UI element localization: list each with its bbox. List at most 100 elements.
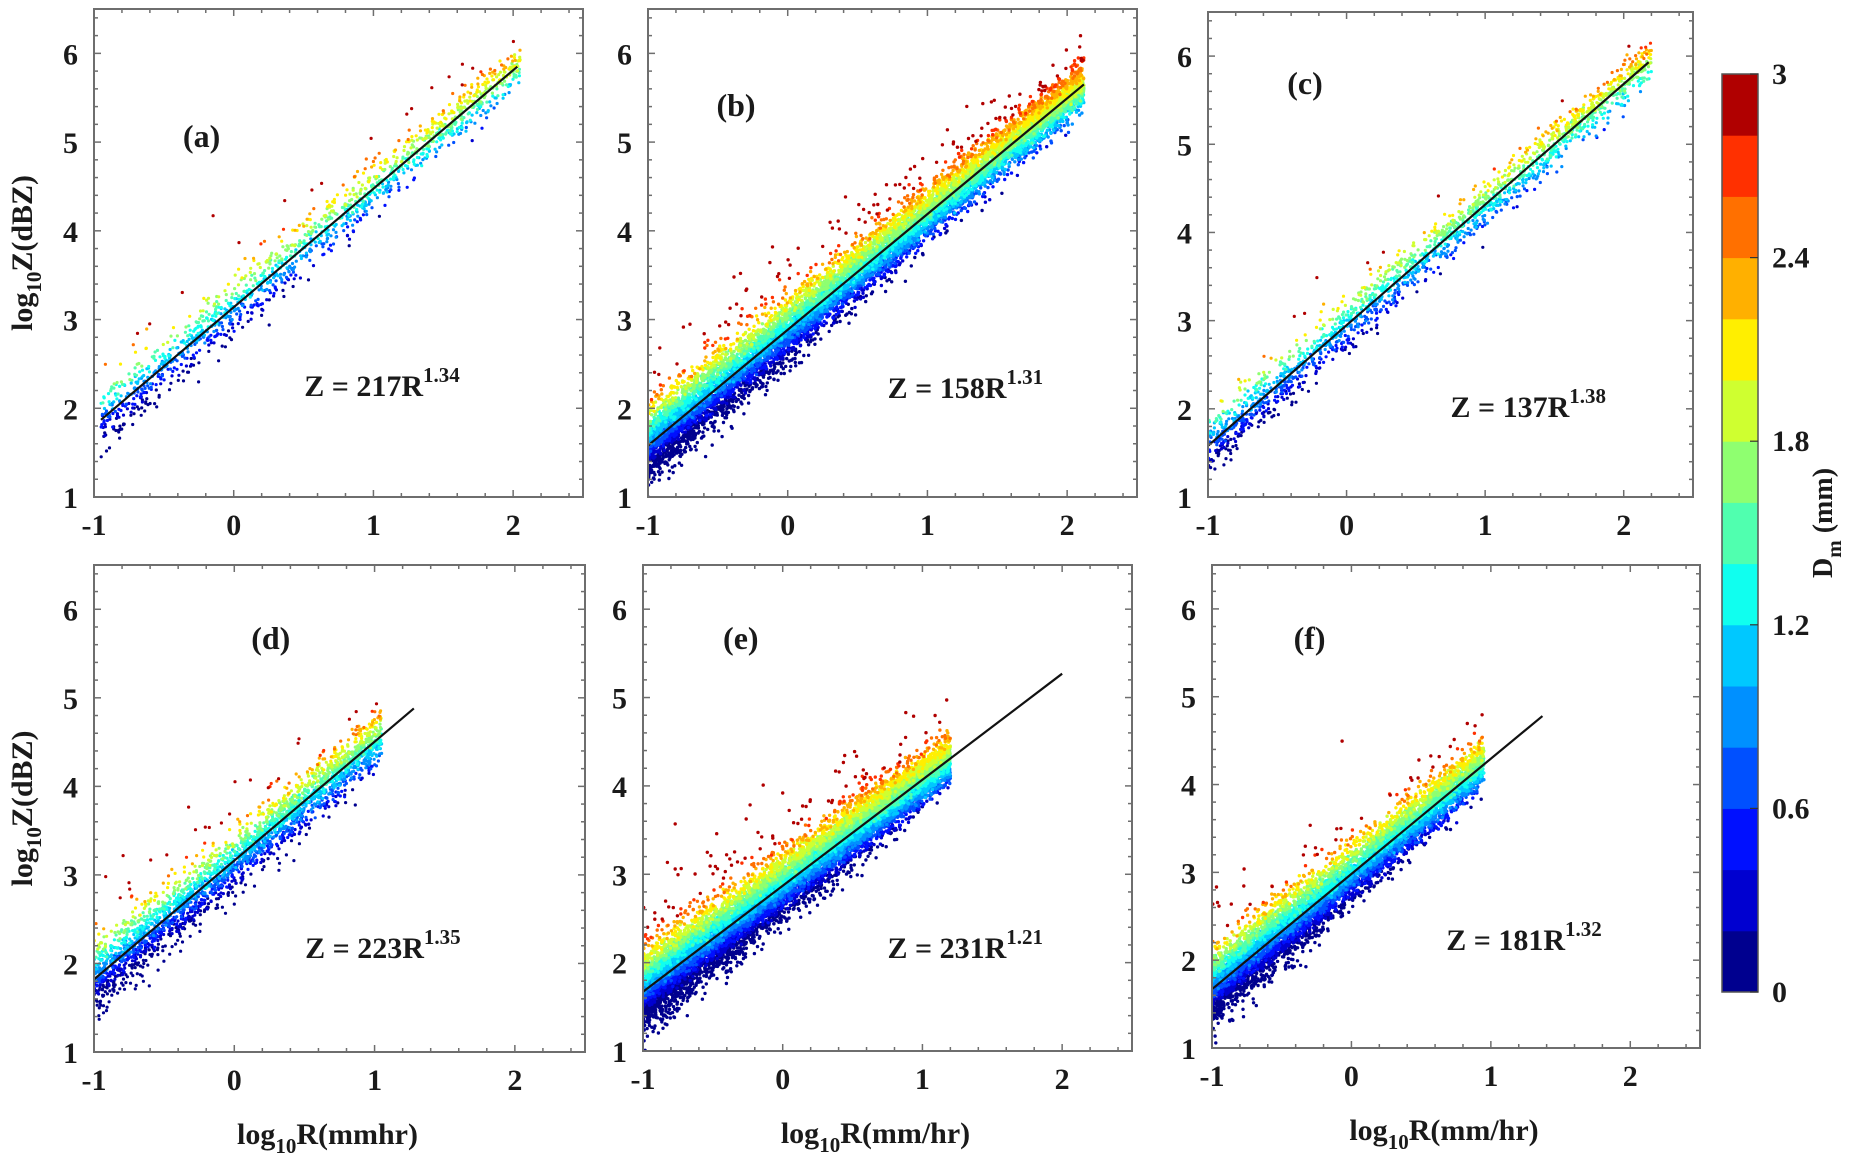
scatter-point (329, 249, 333, 253)
scatter-point (291, 228, 295, 232)
scatter-point (301, 254, 305, 258)
scatter-point (722, 391, 727, 395)
scatter-point (311, 228, 315, 233)
scatter-point (133, 386, 137, 390)
scatter-point (113, 409, 117, 413)
scatter-point (415, 138, 419, 142)
scatter-point (235, 312, 239, 316)
scatter-point (868, 278, 872, 282)
scatter-point (217, 295, 221, 299)
scatter-point (502, 70, 506, 74)
scatter-point (683, 418, 687, 423)
scatter-point (825, 315, 829, 319)
fit-equation: Z = 217R1.34 (304, 363, 460, 403)
scatter-point (348, 192, 352, 196)
scatter-point (284, 275, 289, 279)
scatter-point (206, 301, 210, 305)
scatter-point (754, 382, 758, 387)
scatter-point (349, 203, 353, 207)
scatter-point (1003, 177, 1007, 182)
scatter-point (789, 346, 793, 350)
scatter-point (167, 388, 172, 392)
scatter-point (690, 415, 694, 420)
scatter-point (948, 209, 953, 214)
scatter-point (277, 235, 281, 239)
scatter-point (111, 425, 115, 429)
scatter-point (671, 470, 675, 475)
scatter-point (796, 332, 800, 336)
scatter-point (140, 387, 144, 391)
scatter-point (233, 273, 237, 277)
scatter-point (827, 329, 831, 334)
scatter-point (722, 404, 726, 408)
scatter-point (762, 365, 766, 369)
scatter-point (185, 339, 189, 344)
scatter-point (263, 274, 267, 279)
scatter-point (693, 444, 697, 449)
scatter-point (878, 268, 882, 272)
scatter-point (890, 280, 894, 284)
scatter-point (855, 297, 859, 301)
scatter-point (435, 126, 439, 130)
scatter-point (314, 230, 318, 234)
scatter-point (265, 298, 269, 302)
scatter-point (266, 280, 270, 284)
scatter-point (755, 364, 760, 369)
scatter-point (839, 309, 844, 313)
scatter-point (806, 326, 810, 330)
scatter-point (648, 466, 652, 470)
scatter-point (127, 372, 131, 376)
scatter-point (712, 425, 716, 429)
scatter-point (741, 381, 745, 385)
scatter-point (209, 338, 213, 342)
scatter-point (518, 55, 522, 59)
scatter-point (397, 185, 401, 189)
scatter-point (825, 305, 829, 309)
scatter-point (397, 169, 401, 173)
scatter-point (407, 160, 411, 165)
scatter-point (143, 409, 147, 413)
scatter-point (1023, 156, 1027, 160)
x-tick-label: 1 (366, 509, 381, 542)
scatter-point (1019, 157, 1023, 161)
scatter-point (249, 266, 253, 270)
scatter-point (783, 341, 787, 345)
scatter-point (435, 150, 439, 154)
scatter-point (662, 448, 666, 452)
scatter-point (161, 354, 166, 358)
scatter-point (215, 312, 219, 316)
scatter-point (332, 200, 336, 204)
scatter-point (485, 100, 489, 104)
scatter-point (328, 243, 333, 247)
scatter-point (325, 237, 329, 241)
scatter-point (695, 440, 699, 445)
scatter-point (129, 381, 133, 385)
scatter-point (363, 167, 367, 171)
scatter-point (476, 85, 481, 89)
scatter-point (420, 164, 424, 168)
scatter-point (750, 370, 754, 374)
scatter-point (905, 255, 909, 259)
scatter-point (511, 77, 515, 81)
scatter-point (1007, 162, 1011, 166)
scatter-point (726, 410, 731, 415)
scatter-point (181, 339, 185, 343)
scatter-point (784, 364, 788, 369)
scatter-point (433, 121, 437, 125)
scatter-point (261, 271, 265, 275)
scatter-point (311, 264, 316, 268)
scatter-point (748, 388, 752, 393)
scatter-point (452, 140, 456, 145)
scatter-point (507, 91, 511, 95)
panel-label: (a) (183, 118, 220, 154)
scatter-point (120, 427, 124, 431)
scatter-point (458, 131, 463, 135)
scatter-point (440, 143, 444, 147)
scatter-point (331, 228, 336, 232)
y-tick-label: 5 (63, 127, 78, 160)
scatter-point (363, 204, 367, 208)
scatter-point (281, 227, 286, 231)
scatter-point (969, 194, 974, 198)
scatter-point (802, 353, 806, 358)
scatter-point (203, 341, 207, 345)
